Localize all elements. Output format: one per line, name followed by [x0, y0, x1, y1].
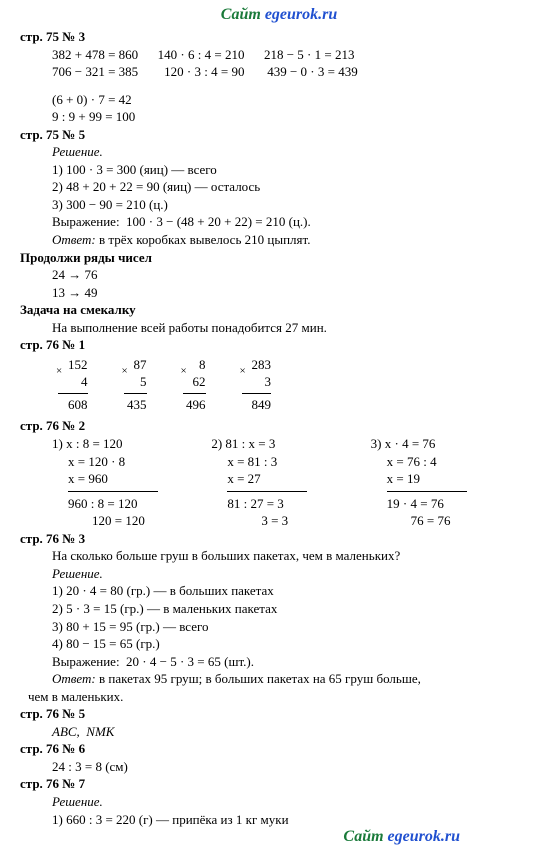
document-content: стр. 75 № 3 382 + 478 = 860 140 · 6 : 4 …: [28, 28, 530, 828]
answer-text: в пакетах 95 груш; в больших пакетах на …: [96, 671, 421, 686]
p76-5-heading: стр. 76 № 5: [20, 705, 530, 723]
site-word1: Сайт: [343, 828, 383, 845]
solution-label: Решение.: [52, 565, 530, 583]
mult-col: × 8 62 496: [183, 356, 206, 414]
mult-res: 849: [242, 396, 272, 414]
p75-5-l2: 2) 48 + 20 + 22 = 90 (яиц) — осталось: [52, 178, 530, 196]
p76-5-text: ABC, NMK: [52, 723, 530, 741]
p76-6-heading: стр. 76 № 6: [20, 740, 530, 758]
mult-top: 152: [58, 356, 88, 374]
eq-line: 76 = 76: [411, 512, 530, 530]
p76-6-text: 24 : 3 = 8 (см): [52, 758, 530, 776]
eq-line: 81 : 27 = 3: [227, 495, 370, 513]
mult-rule: [183, 393, 206, 394]
mult-col: × 152 4 608: [58, 356, 88, 414]
eq-col: 3) x · 4 = 76 x = 76 : 4 x = 19 19 · 4 =…: [371, 435, 530, 530]
answer-text: в трёх коробках вывелось 210 цыплят.: [96, 232, 311, 247]
mult-col: × 87 5 435: [124, 356, 147, 414]
p76-3-l1: 1) 20 · 4 = 80 (гр.) — в больших пакетах: [52, 582, 530, 600]
p75-5-answer: Ответ: в трёх коробках вывелось 210 цыпл…: [52, 231, 530, 249]
p76-7-l1: 1) 660 : 3 = 220 (г) — припёка из 1 кг м…: [52, 811, 530, 829]
eq: 439 − 0 · 3 = 439: [267, 64, 358, 79]
eq-line: 960 : 8 = 120: [68, 495, 211, 513]
eq: 706 − 321 = 385: [52, 64, 138, 79]
eq-line: x = 76 : 4: [387, 453, 530, 471]
eq-line: x = 27: [227, 470, 370, 488]
times-icon: ×: [56, 364, 62, 379]
continue-l1: 24 → 76: [52, 266, 530, 284]
eq-row: 1) x : 8 = 120 x = 120 · 8 x = 960 960 :…: [52, 435, 530, 530]
p76-3-l4: 4) 80 − 15 = 65 (гр.): [52, 635, 530, 653]
p75-5-heading: стр. 75 № 5: [20, 126, 530, 144]
p75-3-row1: 382 + 478 = 860 140 · 6 : 4 = 210 218 − …: [52, 46, 530, 64]
eq-rule: [68, 491, 158, 492]
site-word1: Сайт: [221, 6, 261, 23]
p75-5-l3: 3) 300 − 90 = 210 (ц.): [52, 196, 530, 214]
p76-1-heading: стр. 76 № 1: [20, 336, 530, 354]
p75-3-row2: 706 − 321 = 385 120 · 3 : 4 = 90 439 − 0…: [52, 63, 530, 81]
mult-rule: [58, 393, 88, 394]
site-word2: egeurok.ru: [388, 828, 460, 845]
mult-res: 435: [124, 396, 147, 414]
mult-res: 608: [58, 396, 88, 414]
eq-line: x = 120 · 8: [68, 453, 211, 471]
times-icon: ×: [181, 364, 187, 379]
eq-line: x = 81 : 3: [227, 453, 370, 471]
eq-line: 2) 81 : x = 3: [211, 435, 370, 453]
p75-5-l4: Выражение: 100 · 3 − (48 + 20 + 22) = 21…: [52, 213, 530, 231]
answer-label: Ответ:: [52, 232, 96, 247]
p75-3-heading: стр. 75 № 3: [20, 28, 530, 46]
mult-mid: 3: [242, 373, 272, 391]
puzzle-text: На выполнение всей работы понадобится 27…: [52, 319, 530, 337]
eq: 120 · 3 : 4 = 90: [164, 64, 244, 79]
mult-row: × 152 4 608 × 87 5 435 × 8 62 496 × 283 …: [58, 356, 530, 414]
mult-mid: 4: [58, 373, 88, 391]
eq-line: x = 19: [387, 470, 530, 488]
eq: 140 · 6 : 4 = 210: [158, 47, 245, 62]
eq-line: 120 = 120: [92, 512, 211, 530]
p76-3-heading: стр. 76 № 3: [20, 530, 530, 548]
mult-rule: [242, 393, 272, 394]
p76-7-heading: стр. 76 № 7: [20, 775, 530, 793]
times-icon: ×: [122, 364, 128, 379]
site-word2: egeurok.ru: [265, 6, 337, 23]
solution-label: Решение.: [52, 143, 530, 161]
eq-rule: [387, 491, 467, 492]
p76-3-q: На сколько больше груш в больших пакетах…: [52, 547, 530, 565]
p76-3-answer: Ответ: в пакетах 95 груш; в больших паке…: [52, 670, 530, 688]
eq-line: x = 960: [68, 470, 211, 488]
eq-line: 19 · 4 = 76: [387, 495, 530, 513]
p75-5-l1: 1) 100 · 3 = 300 (яиц) — всего: [52, 161, 530, 179]
eq-line: 3 = 3: [261, 512, 370, 530]
eq: 218 − 5 · 1 = 213: [264, 47, 355, 62]
solution-label: Решение.: [52, 793, 530, 811]
eq-col: 2) 81 : x = 3 x = 81 : 3 x = 27 81 : 27 …: [211, 435, 370, 530]
p76-3-answer2: чем в маленьких.: [28, 688, 530, 706]
continue-heading: Продолжи ряды чисел: [20, 249, 530, 267]
answer-label: Ответ:: [52, 671, 96, 686]
times-icon: ×: [240, 364, 246, 379]
site-footer: Сайт egeurok.ru: [343, 828, 460, 846]
eq-rule: [227, 491, 307, 492]
continue-l2: 13 → 49: [52, 284, 530, 302]
p76-3-l5: Выражение: 20 · 4 − 5 · 3 = 65 (шт.).: [52, 653, 530, 671]
eq-line: 1) x : 8 = 120: [52, 435, 211, 453]
p76-3-l2: 2) 5 · 3 = 15 (гр.) — в маленьких пакета…: [52, 600, 530, 618]
mult-res: 496: [183, 396, 206, 414]
mult-top: 283: [242, 356, 272, 374]
site-header: Сайт egeurok.ru: [28, 6, 530, 24]
p76-3-l3: 3) 80 + 15 = 95 (гр.) — всего: [52, 618, 530, 636]
eq: 382 + 478 = 860: [52, 47, 138, 62]
p76-2-heading: стр. 76 № 2: [20, 417, 530, 435]
p75-3-r3: (6 + 0) · 7 = 42: [52, 91, 530, 109]
eq-line: 3) x · 4 = 76: [371, 435, 530, 453]
mult-col: × 283 3 849: [242, 356, 272, 414]
eq-col: 1) x : 8 = 120 x = 120 · 8 x = 960 960 :…: [52, 435, 211, 530]
puzzle-heading: Задача на смекалку: [20, 301, 530, 319]
p75-3-r4: 9 : 9 + 99 = 100: [52, 108, 530, 126]
mult-rule: [124, 393, 147, 394]
